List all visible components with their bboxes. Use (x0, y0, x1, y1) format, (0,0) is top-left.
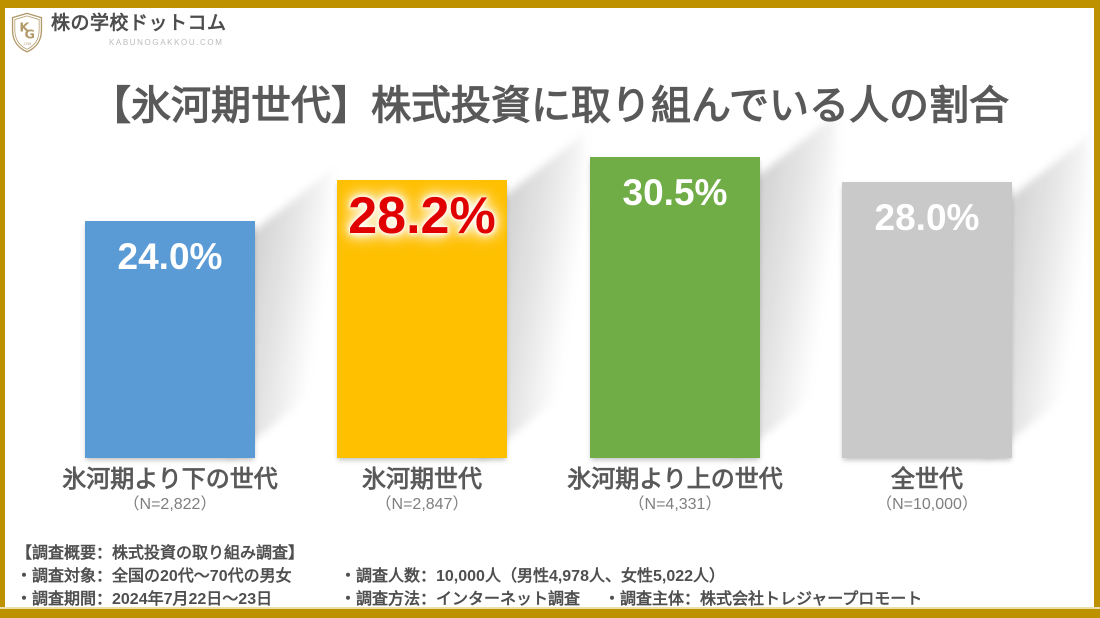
frame-border-top (0, 0, 1100, 8)
category-label: 氷河期より上の世代 （N=4,331） (545, 466, 805, 516)
svg-text:G: G (24, 27, 34, 42)
category-name: 氷河期世代 (362, 466, 482, 493)
bar-value-label: 28.2% (348, 187, 496, 245)
bar-0: 24.0% (85, 221, 255, 458)
survey-method: ・調査方法：インターネット調査 (340, 591, 581, 608)
category-name: 全世代 (891, 466, 963, 493)
category-sample-size: （N=2,822） (123, 496, 217, 513)
bar-value-label: 30.5% (622, 172, 728, 213)
bar-1: 28.2% (337, 180, 507, 458)
category-name: 氷河期より下の世代 (62, 466, 278, 493)
category-sample-size: （N=4,331） (628, 496, 722, 513)
frame-border-bottom (0, 607, 1100, 618)
bar-value-label: 28.0% (874, 197, 980, 238)
logo-subtitle: KABUNOGAKKOU.COM (109, 38, 224, 47)
bar-value-label: 24.0% (117, 236, 223, 277)
category-label: 氷河期世代 （N=2,847） (292, 466, 552, 516)
category-name: 氷河期より上の世代 (567, 466, 783, 493)
survey-heading: 【調査概要：株式投資の取り組み調査】 (16, 545, 305, 562)
survey-respondents: ・調査人数：10,000人（男性4,978人、女性5,022人） (340, 568, 726, 585)
company-logo: K G .COM 株の学校ドットコム KABUNOGAKKOU.COM (10, 11, 227, 54)
logo-title: 株の学校ドットコム (51, 13, 227, 34)
svg-text:.COM: .COM (23, 42, 31, 46)
category-sample-size: （N=2,847） (375, 496, 469, 513)
bar-3: 28.0% (842, 182, 1012, 458)
svg-text:K: K (19, 21, 30, 36)
category-label: 氷河期より下の世代 （N=2,822） (40, 466, 300, 516)
category-label: 全世代 （N=10,000） (797, 466, 1057, 516)
page-title: 【氷河期世代】株式投資に取り組んでいる人の割合 (91, 83, 1009, 128)
bar-2: 30.5% (590, 157, 760, 458)
shield-kg-icon: K G .COM (11, 12, 43, 53)
survey-overview: 【調査概要：株式投資の取り組み調査】 ・調査対象：全国の20代～70代の男女 ・… (16, 542, 922, 611)
survey-organizer: ・調査主体：株式会社トレジャープロモート (604, 591, 923, 608)
category-sample-size: （N=10,000） (876, 496, 978, 513)
frame-border-right (1094, 0, 1100, 618)
frame-border-left (0, 0, 5, 618)
survey-period: ・調査期間：2024年7月22日～23日 (16, 591, 273, 608)
survey-target: ・調査対象：全国の20代～70代の男女 (16, 568, 292, 585)
